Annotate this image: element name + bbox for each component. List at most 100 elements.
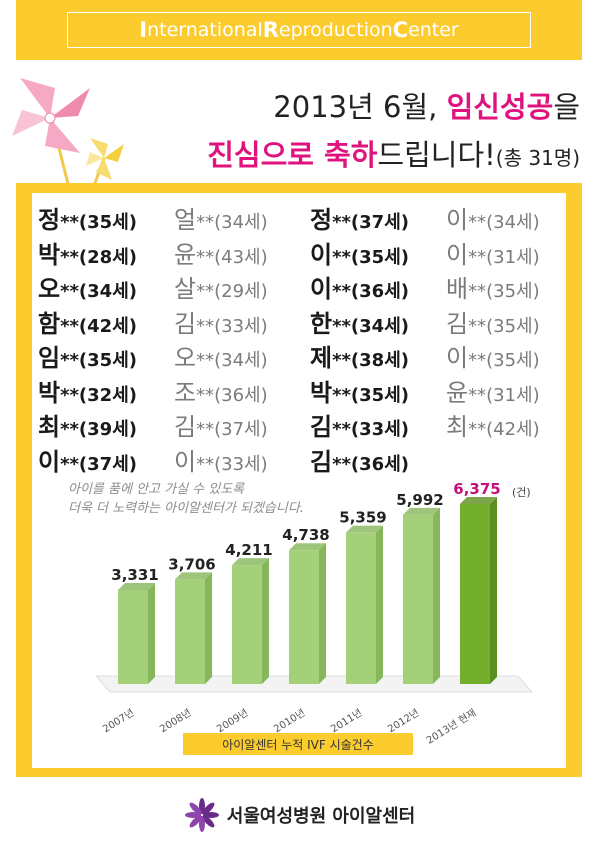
age-label: **(29세) xyxy=(196,281,268,302)
bar-top xyxy=(175,572,212,580)
bar-side xyxy=(319,543,326,684)
age-label: **(34세) xyxy=(332,315,409,337)
banner-word-reproduction: eproduction xyxy=(278,19,393,41)
surname: 오 xyxy=(174,344,197,372)
surname: 정 xyxy=(310,206,333,234)
hospital-name: 서울여성병원 아이알센터 xyxy=(226,806,416,827)
bar-side xyxy=(205,572,212,684)
bar xyxy=(289,550,319,684)
data-label: 5,992 xyxy=(396,491,443,509)
message-line-1: 아이를 품에 안고 가실 수 있도록 xyxy=(68,482,245,497)
unit-label: (건) xyxy=(512,486,531,499)
surname: 이 xyxy=(38,447,61,476)
surname: 박 xyxy=(38,240,61,269)
patient-name: 윤**(31세) xyxy=(446,373,540,408)
data-label: 3,331 xyxy=(111,566,158,584)
headline-line-1: 2013년 6월, 임신성공을 xyxy=(273,84,580,126)
surname: 임 xyxy=(38,344,61,372)
patient-name: 김**(36세) xyxy=(310,442,409,477)
ivf-cumulative-bar-chart: 3,331 2007년 3,706 2008년 4,211 2009년 4,738 2010년… xyxy=(94,480,534,747)
surname: 살 xyxy=(174,275,197,303)
bar xyxy=(346,532,376,684)
x-tick-label: 2013년 현재 xyxy=(424,707,478,747)
bar-side xyxy=(490,497,497,684)
age-label: **(37세) xyxy=(60,453,137,475)
x-tick-label: 2010년 xyxy=(272,707,308,736)
headline-congrats: 축하 xyxy=(324,138,378,172)
age-label: **(36세) xyxy=(332,453,409,475)
age-label: **(35세) xyxy=(60,212,137,233)
patient-name: 제**(38세) xyxy=(310,338,409,373)
data-label: 5,359 xyxy=(339,509,386,527)
flower-logo-icon xyxy=(184,798,219,832)
surname: 김 xyxy=(310,413,333,441)
bar-side xyxy=(433,507,440,684)
bar-side xyxy=(376,525,383,684)
surname: 이 xyxy=(446,206,469,234)
surname: 이 xyxy=(446,240,469,269)
banner-initial-r: R xyxy=(262,18,279,42)
patient-name: 얼**(34세) xyxy=(174,200,268,235)
surname: 윤 xyxy=(174,240,197,269)
patient-name: 박**(35세) xyxy=(310,373,409,408)
bar-side xyxy=(148,582,155,684)
age-label: **(33세) xyxy=(196,315,268,337)
patient-name: 함**(42세) xyxy=(38,304,137,339)
patient-name: 박**(32세) xyxy=(38,373,137,408)
age-label: **(33세) xyxy=(196,453,268,475)
data-label: 4,211 xyxy=(225,541,272,559)
bar-top xyxy=(460,497,497,504)
patient-name: 이**(37세) xyxy=(38,442,137,477)
surname: 얼 xyxy=(174,206,197,234)
pinwheel-icon xyxy=(12,78,124,208)
banner-word-center: enter xyxy=(408,19,459,41)
age-label: **(35세) xyxy=(468,281,540,302)
patient-name: 오**(34세) xyxy=(174,338,268,373)
patient-name: 이**(33세) xyxy=(174,442,268,477)
headline-give: 드립니다! xyxy=(377,138,496,172)
surname: 김 xyxy=(174,413,197,441)
surname: 박 xyxy=(38,378,61,407)
bar xyxy=(232,565,262,684)
surname: 박 xyxy=(310,378,333,407)
surname: 배 xyxy=(446,275,469,303)
patient-name: 이**(31세) xyxy=(446,235,540,270)
patient-name: 이**(34세) xyxy=(446,200,540,235)
banner-initial-i: I xyxy=(139,18,148,42)
bar-top xyxy=(232,558,269,566)
surname: 이 xyxy=(310,240,333,269)
age-label: **(35세) xyxy=(468,315,540,337)
bar xyxy=(118,589,148,684)
surname: 이 xyxy=(174,447,197,476)
surname: 정 xyxy=(38,206,61,234)
age-label: **(39세) xyxy=(60,419,137,440)
age-label: **(34세) xyxy=(196,212,268,233)
patient-name: 최**(39세) xyxy=(38,407,137,442)
patient-name: 이**(35세) xyxy=(310,235,409,270)
surname: 오 xyxy=(38,275,61,303)
surname: 김 xyxy=(446,309,469,338)
headline-particle: 을 xyxy=(553,90,580,124)
patient-name: 박**(28세) xyxy=(38,235,137,270)
headline-line-2: 진심으로 축하드립니다!(총 31명) xyxy=(207,132,580,174)
headline-date: 2013년 6월, xyxy=(273,90,447,124)
surname: 한 xyxy=(310,309,333,338)
patient-name: 이**(36세) xyxy=(310,269,409,304)
commitment-message: 아이를 품에 안고 가실 수 있도록 더욱 더 노력하는 아이알센터가 되겠습니… xyxy=(68,480,388,518)
bar xyxy=(403,514,433,684)
bar-top xyxy=(118,582,155,590)
bar-top xyxy=(403,507,440,515)
age-label: **(36세) xyxy=(332,281,409,302)
surname: 윤 xyxy=(446,378,469,407)
banner-word-international: nternational xyxy=(147,19,263,41)
surname: 김 xyxy=(174,309,197,338)
patient-name: 오**(34세) xyxy=(38,269,137,304)
patient-name: 조**(36세) xyxy=(174,373,268,408)
surname: 최 xyxy=(446,413,469,441)
patient-name: 한**(34세) xyxy=(310,304,409,339)
bar-top xyxy=(346,525,383,533)
patient-name: 정**(35세) xyxy=(38,200,137,235)
bar-top xyxy=(289,543,326,551)
patient-name: 윤**(43세) xyxy=(174,235,268,270)
